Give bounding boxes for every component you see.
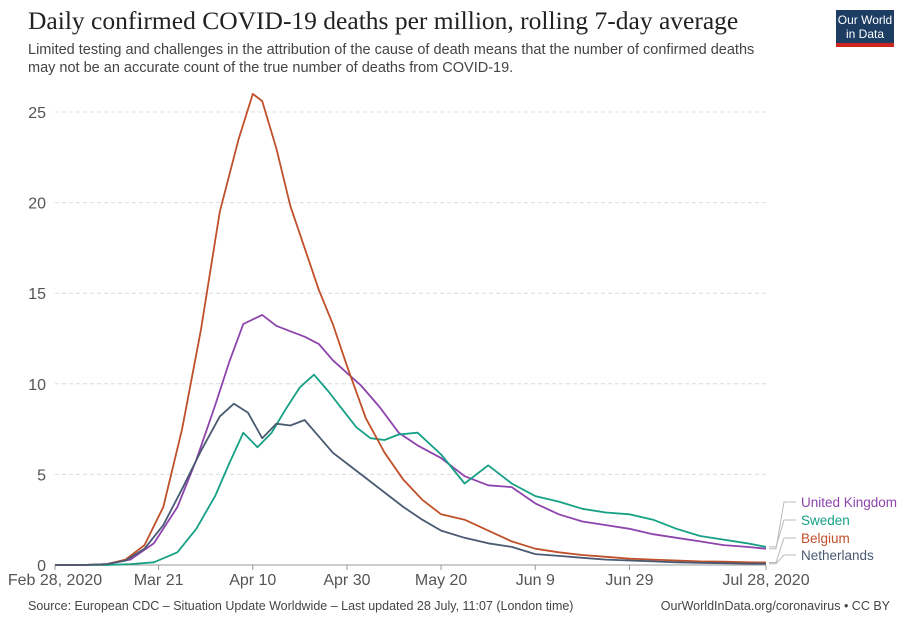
owid-logo[interactable]: Our World in Data: [836, 10, 894, 47]
legend-label-belgium: Belgium: [801, 531, 850, 546]
legend-label-united-kingdom: United Kingdom: [801, 495, 897, 510]
y-tick-label: 5: [37, 467, 46, 484]
legend-connector: [769, 501, 796, 550]
logo-line-2: in Data: [845, 27, 885, 41]
y-tick-label: 10: [28, 377, 46, 394]
series-line-netherlands: [55, 402, 767, 566]
legend-label-sweden: Sweden: [801, 513, 850, 528]
y-tick-label: 25: [28, 105, 46, 122]
series-line-sweden: [55, 373, 767, 566]
series-line-belgium: [55, 93, 767, 566]
subtitle-line-2: may not be an accurate count of the true…: [28, 60, 514, 76]
chart-subtitle: Limited testing and challenges in the at…: [28, 41, 818, 77]
source-note: Source: European CDC – Situation Update …: [28, 599, 574, 613]
chart-title: Daily confirmed COVID-19 deaths per mill…: [28, 6, 739, 35]
y-tick-label: 20: [28, 196, 46, 213]
legend-connector: [769, 537, 796, 563]
logo-line-1: Our World: [837, 13, 893, 27]
subtitle-line-1: Limited testing and challenges in the at…: [28, 42, 755, 58]
y-tick-label: 0: [37, 558, 46, 575]
legend-label-netherlands: Netherlands: [801, 548, 874, 563]
x-tick-label: Feb 28, 2020: [8, 572, 102, 589]
x-tick-label: Apr 30: [323, 572, 370, 589]
x-tick-label: Apr 10: [229, 572, 276, 589]
x-tick-label: Mar 21: [134, 572, 184, 589]
x-tick-label: Jul 28, 2020: [722, 572, 809, 589]
x-tick-label: Jun 29: [605, 572, 653, 589]
y-tick-label: 15: [28, 286, 46, 303]
legend-connector: [769, 519, 796, 548]
credit-link[interactable]: OurWorldInData.org/coronavirus • CC BY: [660, 599, 890, 613]
x-tick-label: May 20: [415, 572, 468, 589]
legend-connector: [769, 554, 796, 565]
x-tick-label: Jun 9: [516, 572, 555, 589]
